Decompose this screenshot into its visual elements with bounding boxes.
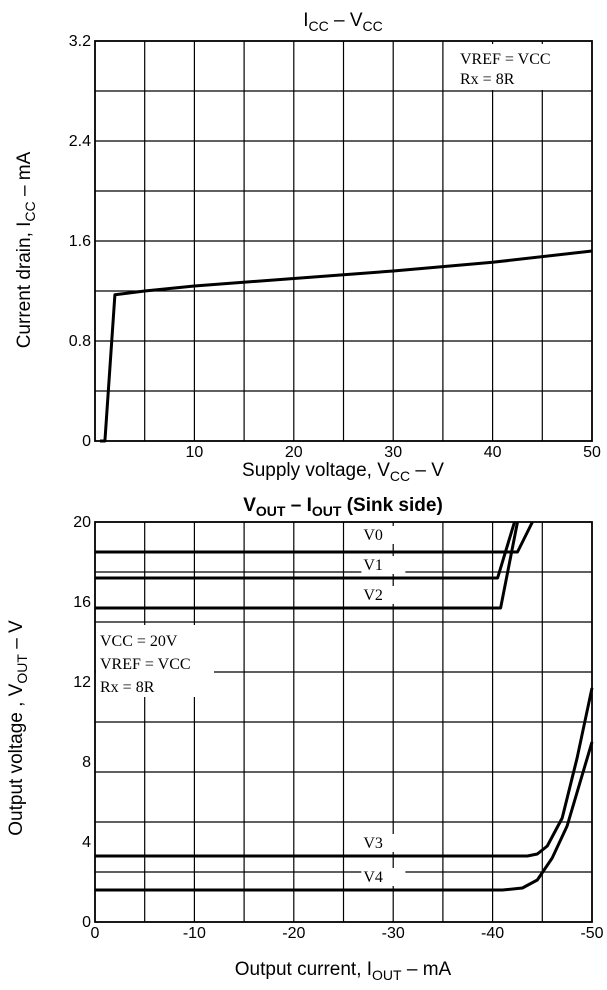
y-tick-label: 4 [82, 834, 91, 851]
series-label-bg [361, 586, 406, 604]
x-tick-label: -20 [282, 925, 305, 942]
y-tick-label: 16 [73, 594, 91, 611]
chart1-y-label: Current drain, ICC – mA [14, 151, 38, 348]
series-line-v1 [95, 521, 516, 580]
y-tick-label: 0 [82, 914, 91, 931]
chart2-annotation: VCC = 20V VREF = VCC Rx = 8R [96, 625, 214, 697]
chart1-rx-note: Rx = 8R [460, 71, 515, 88]
chart1-vref-note: VREF = VCC [460, 51, 551, 68]
chart2-x-label: Output current, IOUT – mA [235, 959, 452, 983]
series-label-bg [361, 868, 406, 886]
chart1-x-label: Supply voltage, VCC – V [242, 460, 444, 484]
y-tick-label: 1.6 [69, 233, 91, 250]
chart2-title: VOUT – IOUT (Sink side) [243, 495, 443, 519]
y-tick-label: 0 [82, 433, 91, 450]
chart2-series [95, 521, 594, 892]
series-label-v4: V4 [363, 869, 383, 886]
y-tick-label: 3.2 [69, 33, 91, 50]
chart2-x-ticks: 0 -10 -20 -30 -40 -50 [91, 925, 604, 942]
x-tick-label: 40 [484, 444, 502, 461]
chart2-frame [94, 521, 593, 923]
chart2-grid [95, 522, 592, 922]
series-label-bg [361, 526, 406, 544]
y-tick-label: 0.8 [69, 333, 91, 350]
series-line-v4 [95, 741, 594, 892]
series-label-v2: V2 [363, 587, 383, 604]
chart2-series-labels: V0 V1 V2 V3 V4 [361, 526, 406, 886]
x-tick-label: -50 [580, 925, 603, 942]
series-line-v0 [95, 521, 534, 554]
y-tick-label: 20 [73, 514, 91, 531]
x-tick-label: 10 [186, 444, 204, 461]
chart2-y-ticks: 0 4 8 12 16 20 [73, 514, 91, 931]
y-tick-label: 2.4 [69, 133, 91, 150]
y-tick-label: 8 [82, 754, 91, 771]
x-tick-label: 0 [91, 925, 100, 942]
chart2-vcc-note: VCC = 20V [100, 633, 178, 650]
x-tick-label: -30 [382, 925, 405, 942]
series-line-v3 [95, 687, 594, 858]
chart1-grid [95, 41, 592, 441]
x-tick-label: -10 [183, 925, 206, 942]
chart2-rx-note: Rx = 8R [100, 679, 155, 696]
series-label-v1: V1 [363, 557, 383, 574]
chart1-frame [94, 40, 593, 442]
x-tick-label: 50 [583, 444, 601, 461]
chart2-vref-note: VREF = VCC [100, 656, 191, 673]
series-line-v2 [95, 521, 519, 610]
chart1-annotation: VREF = VCC Rx = 8R [445, 44, 589, 90]
series-line-0 [100, 249, 593, 443]
y-tick-label: 12 [73, 674, 91, 691]
series-label-v3: V3 [363, 835, 383, 852]
chart1-title: ICC – VCC [303, 10, 383, 34]
x-tick-label: -40 [481, 925, 504, 942]
x-tick-label: 20 [285, 444, 303, 461]
chart-vout-iout: VOUT – IOUT (Sink side) 0 -10 -20 -30 -40 -50… [6, 495, 604, 983]
chart1-x-ticks: 10 20 30 40 50 [186, 444, 601, 461]
chart2-y-label: Output voltage , VOUT – V [6, 620, 30, 836]
series-label-bg [361, 556, 406, 574]
x-tick-label: 30 [384, 444, 402, 461]
series-label-bg [361, 834, 406, 852]
chart1-series [100, 249, 593, 443]
series-label-v0: V0 [363, 527, 383, 544]
chart-icc-vcc: ICC – VCC 10 20 30 40 50 0 0.8 1.6 2.4 3.2 VREF … [14, 10, 601, 484]
chart1-y-ticks: 0 0.8 1.6 2.4 3.2 [69, 33, 91, 450]
